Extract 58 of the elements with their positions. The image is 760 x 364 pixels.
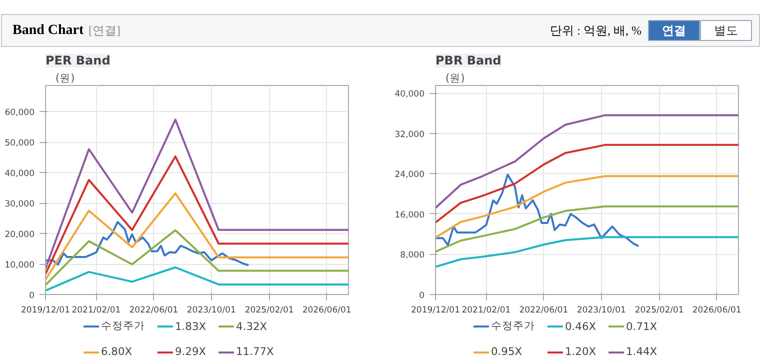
x-tick-label: 2023/10/01 bbox=[186, 306, 236, 316]
line-series bbox=[46, 192, 348, 281]
x-tick-label: 2022/06/01 bbox=[519, 306, 568, 316]
y-tick-label: 32,000 bbox=[394, 130, 425, 140]
y-tick-label: 40,000 bbox=[4, 169, 35, 180]
x-tick-label: 2021/02/01 bbox=[72, 306, 121, 316]
x-tick-label: 2022/06/01 bbox=[129, 306, 178, 316]
legend-label: 수정주가 bbox=[491, 319, 535, 333]
text: 연결 bbox=[662, 24, 686, 38]
line-series bbox=[436, 144, 738, 224]
x-tick-label: 2021/02/01 bbox=[462, 306, 511, 316]
text: 별도 bbox=[714, 24, 738, 38]
y-axis-title: (원) bbox=[446, 72, 465, 84]
legend-label: 0.95X bbox=[491, 345, 522, 358]
legend-label: 9.29X bbox=[175, 345, 206, 358]
legend-label: 0.71X bbox=[626, 320, 658, 332]
text: Band Chart bbox=[12, 23, 84, 38]
line-series bbox=[46, 229, 348, 286]
y-tick-label: 0 bbox=[29, 291, 35, 301]
line-series bbox=[436, 174, 640, 248]
x-tick-label: 2026/06/01 bbox=[692, 306, 742, 316]
line-series bbox=[436, 205, 738, 253]
legend-label: 1.20X bbox=[565, 345, 596, 358]
y-tick-label: 0 bbox=[419, 291, 425, 301]
line-series bbox=[46, 155, 348, 276]
line-series bbox=[436, 114, 738, 209]
legend-label: 6.80X bbox=[101, 345, 132, 358]
x-tick-label: 2019/12/01 bbox=[411, 306, 460, 316]
legend-label: 11.77X bbox=[236, 345, 274, 358]
y-tick-label: 40,000 bbox=[394, 90, 425, 100]
y-tick-label: 20,000 bbox=[4, 230, 35, 240]
x-tick-label: 2025/02/01 bbox=[244, 306, 294, 316]
line-series bbox=[436, 175, 738, 239]
chart-title: PER Band bbox=[46, 54, 110, 68]
chart-title: PBR Band bbox=[436, 54, 502, 68]
legend-label: 0.46X bbox=[565, 320, 596, 332]
x-tick-label: 2019/12/01 bbox=[21, 306, 70, 316]
y-tick-label: 30,000 bbox=[4, 200, 35, 210]
legend-label: 1.44X bbox=[626, 345, 658, 358]
legend-label: 수정주가 bbox=[101, 319, 145, 333]
y-tick-label: 16,000 bbox=[394, 210, 425, 220]
line-series bbox=[46, 220, 250, 266]
x-tick-label: 2025/02/01 bbox=[634, 306, 684, 316]
y-tick-label: 24,000 bbox=[394, 170, 425, 180]
y-tick-label: 60,000 bbox=[4, 108, 35, 118]
legend-label: 1.83X bbox=[175, 320, 206, 332]
text: [연결] bbox=[88, 24, 120, 38]
text: 단위 : 억원, 배, % bbox=[550, 24, 642, 38]
y-tick-label: 8,000 bbox=[400, 250, 425, 261]
x-tick-label: 2026/06/01 bbox=[302, 306, 352, 316]
line-series bbox=[46, 118, 348, 270]
line-series bbox=[46, 266, 348, 292]
legend-label: 4.32X bbox=[236, 320, 268, 332]
y-tick-label: 10,000 bbox=[4, 260, 35, 271]
y-tick-label: 50,000 bbox=[4, 138, 35, 149]
y-axis-title: (원) bbox=[56, 72, 75, 84]
x-tick-label: 2023/10/01 bbox=[576, 306, 626, 316]
line-series bbox=[436, 236, 738, 268]
